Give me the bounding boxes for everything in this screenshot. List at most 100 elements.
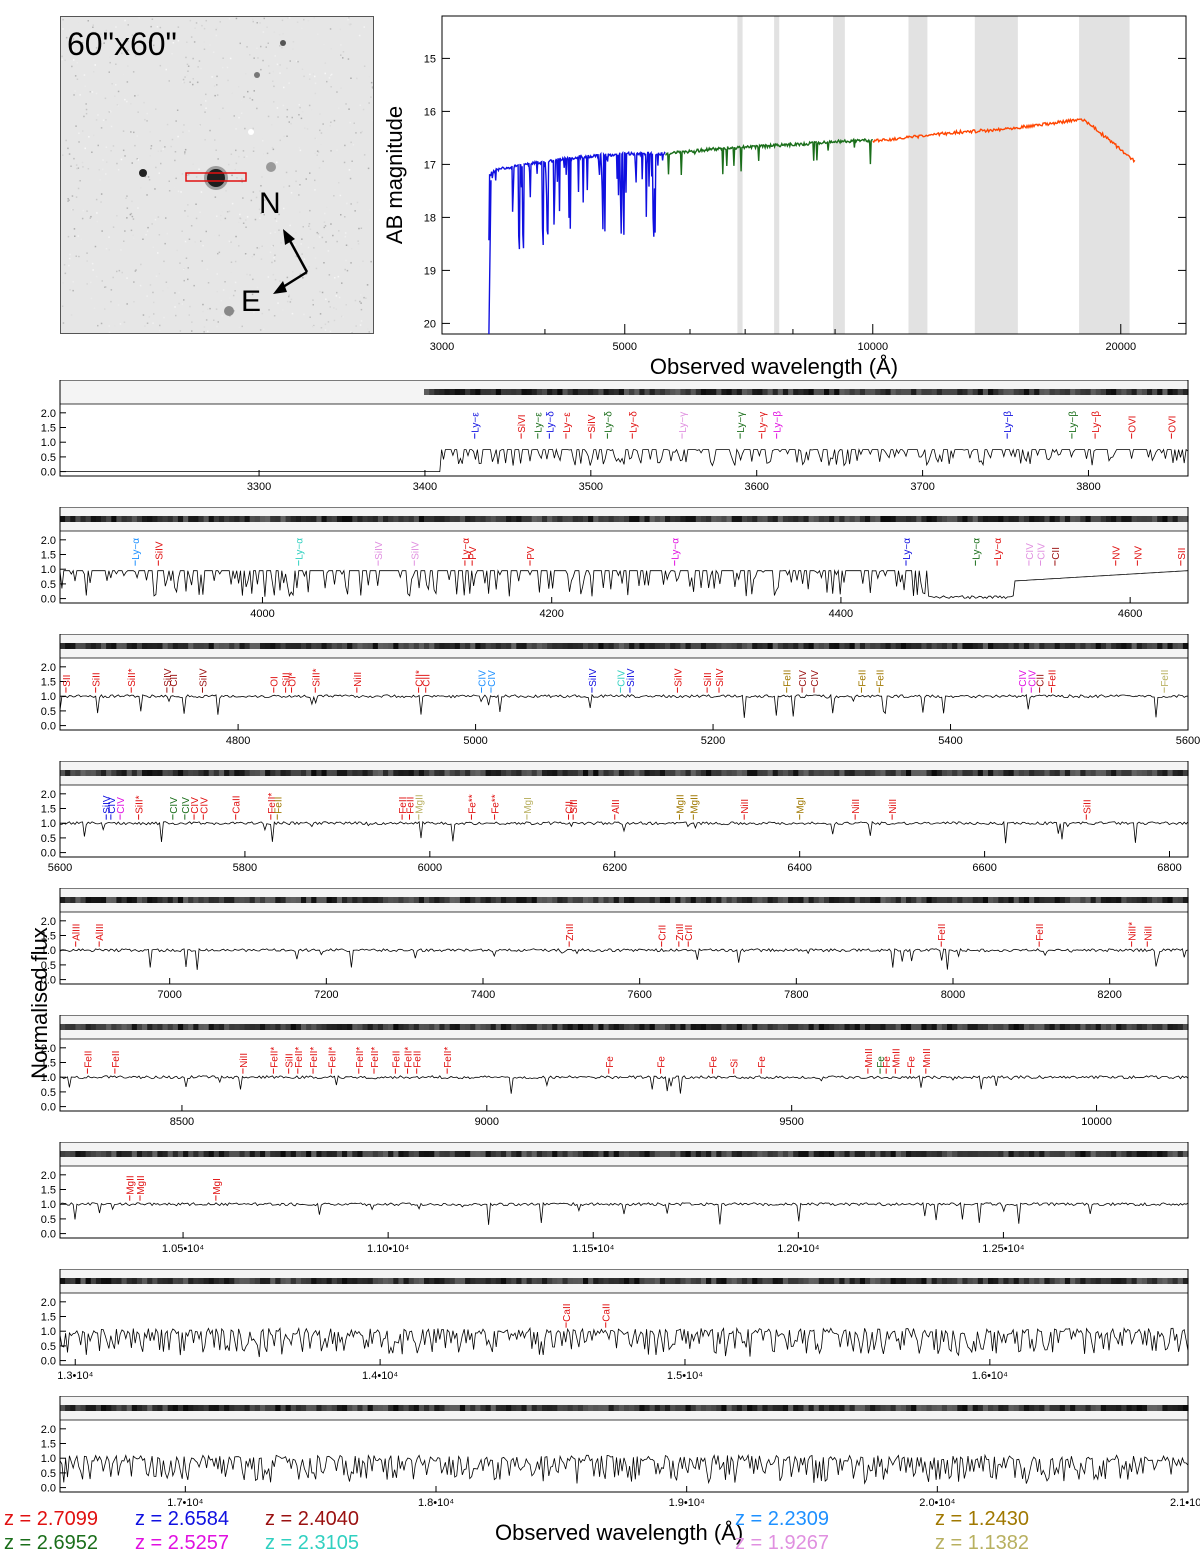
panel-y-tick-label: 1.0 [41, 1199, 56, 1211]
line-id-label: SiIV [626, 668, 637, 687]
east-label: E [241, 285, 261, 318]
line-id-label: FeII [273, 797, 284, 814]
panel-x-tick-label: 8500 [170, 1116, 194, 1128]
panel-x-tick-label: 7200 [314, 989, 338, 1001]
line-id-label: FeII [1035, 924, 1046, 941]
panel-x-tick-label: 5200 [701, 735, 725, 747]
panel-y-tick-label: 0.5 [41, 706, 56, 718]
telluric-band [1079, 16, 1130, 334]
panel-x-tick-label: 3600 [744, 481, 768, 493]
panel-y-tick-label: 0.0 [41, 848, 56, 860]
line-id-label: NiII [353, 672, 364, 687]
line-id-label: MgI [212, 1178, 223, 1195]
line-id-label: CII [169, 674, 180, 687]
panel-x-tick-label: 7000 [157, 989, 181, 1001]
panel-x-tick-label: 2.1•10⁴ [1170, 1497, 1200, 1509]
line-id-label: NiII [888, 799, 899, 814]
line-id-label: SiIV [198, 668, 209, 687]
panel-y-tick-label: 0.5 [41, 452, 56, 464]
trace-band [60, 1405, 1189, 1411]
field-star [280, 40, 286, 46]
panel-x-tick-label: 9000 [475, 1116, 499, 1128]
flux-line [60, 695, 1188, 718]
panel-x-tick-label: 3800 [1076, 481, 1100, 493]
line-id-label: FeII* [294, 1047, 305, 1068]
line-id-label: CaII [232, 795, 243, 813]
sed-x-tick-label: 3000 [430, 341, 454, 353]
panel-y-tick-label: 0.5 [41, 1468, 56, 1480]
line-id-label: CII [1051, 547, 1062, 560]
panel-x-tick-label: 6400 [787, 862, 811, 874]
trace-band [60, 516, 1189, 522]
panel-x-tick-label: 10000 [1081, 1116, 1112, 1128]
line-id-label: SiIV [588, 668, 599, 687]
line-id-label: SiII* [135, 795, 146, 813]
line-id-label: NiII [239, 1053, 250, 1068]
line-id-label: CIV [169, 797, 180, 814]
redshift-legend-entry: z = 2.2309 [735, 1508, 829, 1531]
telluric-band [975, 16, 1018, 334]
line-id-label: SiIV [410, 541, 421, 560]
panel-y-tick-label: 0.5 [41, 1341, 56, 1353]
flux-line [60, 1328, 1188, 1357]
line-id-label: Ly−β [1068, 411, 1079, 433]
panel-x-tick-label: 4600 [1118, 608, 1142, 620]
line-id-label: CaII [562, 1303, 573, 1321]
trace-band [60, 643, 1189, 649]
line-id-label: MnII [922, 1048, 933, 1067]
line-id-label: SiIV [673, 668, 684, 687]
panel-x-tick-label: 5000 [463, 735, 487, 747]
line-id-label: CIV [798, 670, 809, 687]
stamp-size-label: 60"x60" [67, 26, 177, 62]
panel-x-tick-label: 4200 [539, 608, 563, 620]
panel-y-tick-label: 0.5 [41, 579, 56, 591]
line-id-label: CaII [602, 1303, 613, 1321]
line-id-label: SiIV [154, 541, 165, 560]
line-id-label: Fe [757, 1056, 768, 1068]
line-id-label: Ly−γ [678, 412, 689, 433]
panel-y-tick-label: 0.0 [41, 721, 56, 733]
line-id-label: Fe** [467, 794, 478, 814]
panel-x-tick-label: 1.4•10⁴ [362, 1370, 398, 1382]
line-id-label: FeII* [309, 1047, 320, 1068]
line-id-label: MnII [891, 1048, 902, 1067]
redshift-legend-entry: z = 2.5257 [135, 1532, 229, 1555]
panel-x-tick-label: 1.15•10⁴ [572, 1243, 614, 1255]
line-id-label: FeII* [370, 1047, 381, 1068]
redshift-legend-entry: z = 1.1382 [935, 1532, 1029, 1555]
panel-x-tick-label: 6200 [603, 862, 627, 874]
panel-y-tick-label: 1.0 [41, 1453, 56, 1465]
field-star [266, 162, 276, 172]
panel-y-tick-label: 0.0 [41, 1483, 56, 1495]
line-id-label: SiII [92, 672, 103, 686]
sed-y-axis-label: AB magnitude [382, 106, 407, 244]
line-id-label: PV [468, 546, 479, 560]
line-id-label: FeII [391, 1051, 402, 1068]
line-id-label: AlIII [72, 924, 83, 941]
line-id-label: NV [1112, 546, 1123, 560]
panel-x-tick-label: 1.6•10⁴ [972, 1370, 1008, 1382]
line-id-label: Ly−ε [534, 412, 545, 433]
field-star [224, 306, 234, 316]
panel-x-tick-label: 7600 [627, 989, 651, 1001]
line-id-label: FeII* [355, 1047, 366, 1068]
flux-line [60, 571, 1188, 599]
line-id-label: ZnII [565, 924, 576, 941]
line-id-label: Fe [605, 1056, 616, 1068]
flux-line [60, 949, 1188, 970]
telluric-band [908, 16, 927, 334]
sed-y-tick-label: 20 [424, 318, 436, 330]
global-y-axis-label: Normalised flux [27, 903, 53, 1103]
flux-line [60, 1076, 1188, 1094]
flux-line [60, 1455, 1188, 1483]
sed-y-tick-label: 19 [424, 265, 436, 277]
panel-y-tick-label: 2.0 [41, 789, 56, 801]
line-id-label: FeII [111, 1051, 122, 1068]
line-id-label: SiVI [517, 414, 528, 432]
panel-y-tick-label: 0.0 [41, 1229, 56, 1241]
